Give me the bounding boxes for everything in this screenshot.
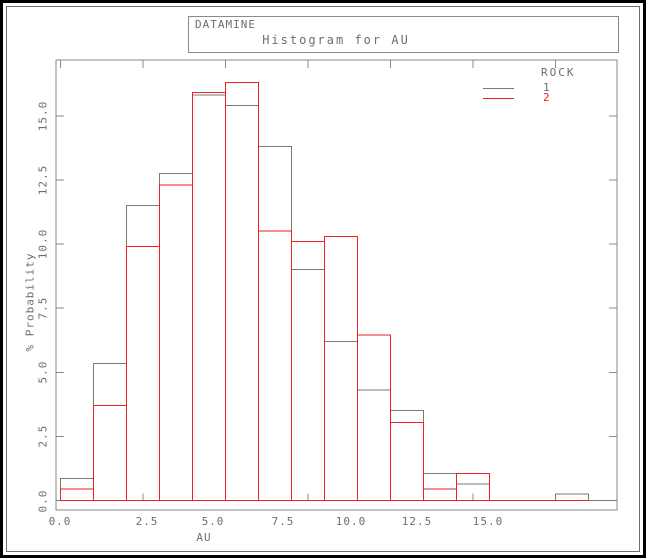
legend-title: ROCK [541, 66, 576, 79]
y-tick-label: 10.0 [36, 228, 50, 260]
y-tick-label: 15.0 [36, 100, 50, 132]
histogram-bar-rock2 [456, 473, 491, 502]
x-tick-label: 12.5 [401, 515, 433, 528]
x-tick-label: 2.5 [135, 515, 159, 528]
y-tick-label: 7.5 [36, 296, 50, 320]
datamine-brand-label: DATAMINE [195, 18, 256, 31]
y-tick-label: 0.0 [36, 489, 50, 512]
window-inner-frame [6, 6, 640, 552]
y-axis-title: % Probability [23, 252, 37, 352]
chart-title: Histogram for AU [262, 33, 410, 47]
x-tick-label: 10.0 [335, 515, 367, 528]
histogram-bar-rock2 [357, 334, 392, 501]
x-tick-label: 7.5 [271, 515, 295, 528]
x-axis-title: AU [196, 531, 212, 544]
y-tick-label: 5.0 [36, 360, 50, 384]
legend-swatch-rock1 [483, 88, 514, 89]
plot-frame [55, 59, 618, 511]
legend-label-rock1: 1 [543, 81, 550, 94]
x-tick-label: 0.0 [48, 515, 72, 528]
legend-label-rock2: 2 [543, 91, 550, 104]
x-tick-label: 5.0 [201, 515, 225, 528]
legend-swatch-rock2 [483, 98, 514, 99]
x-tick-label: 15.0 [472, 515, 504, 528]
title-box: DATAMINE [188, 16, 619, 53]
y-tick-label: 2.5 [36, 424, 50, 448]
y-tick-label: 12.5 [36, 164, 50, 196]
histogram-bar-rock2 [390, 421, 425, 501]
